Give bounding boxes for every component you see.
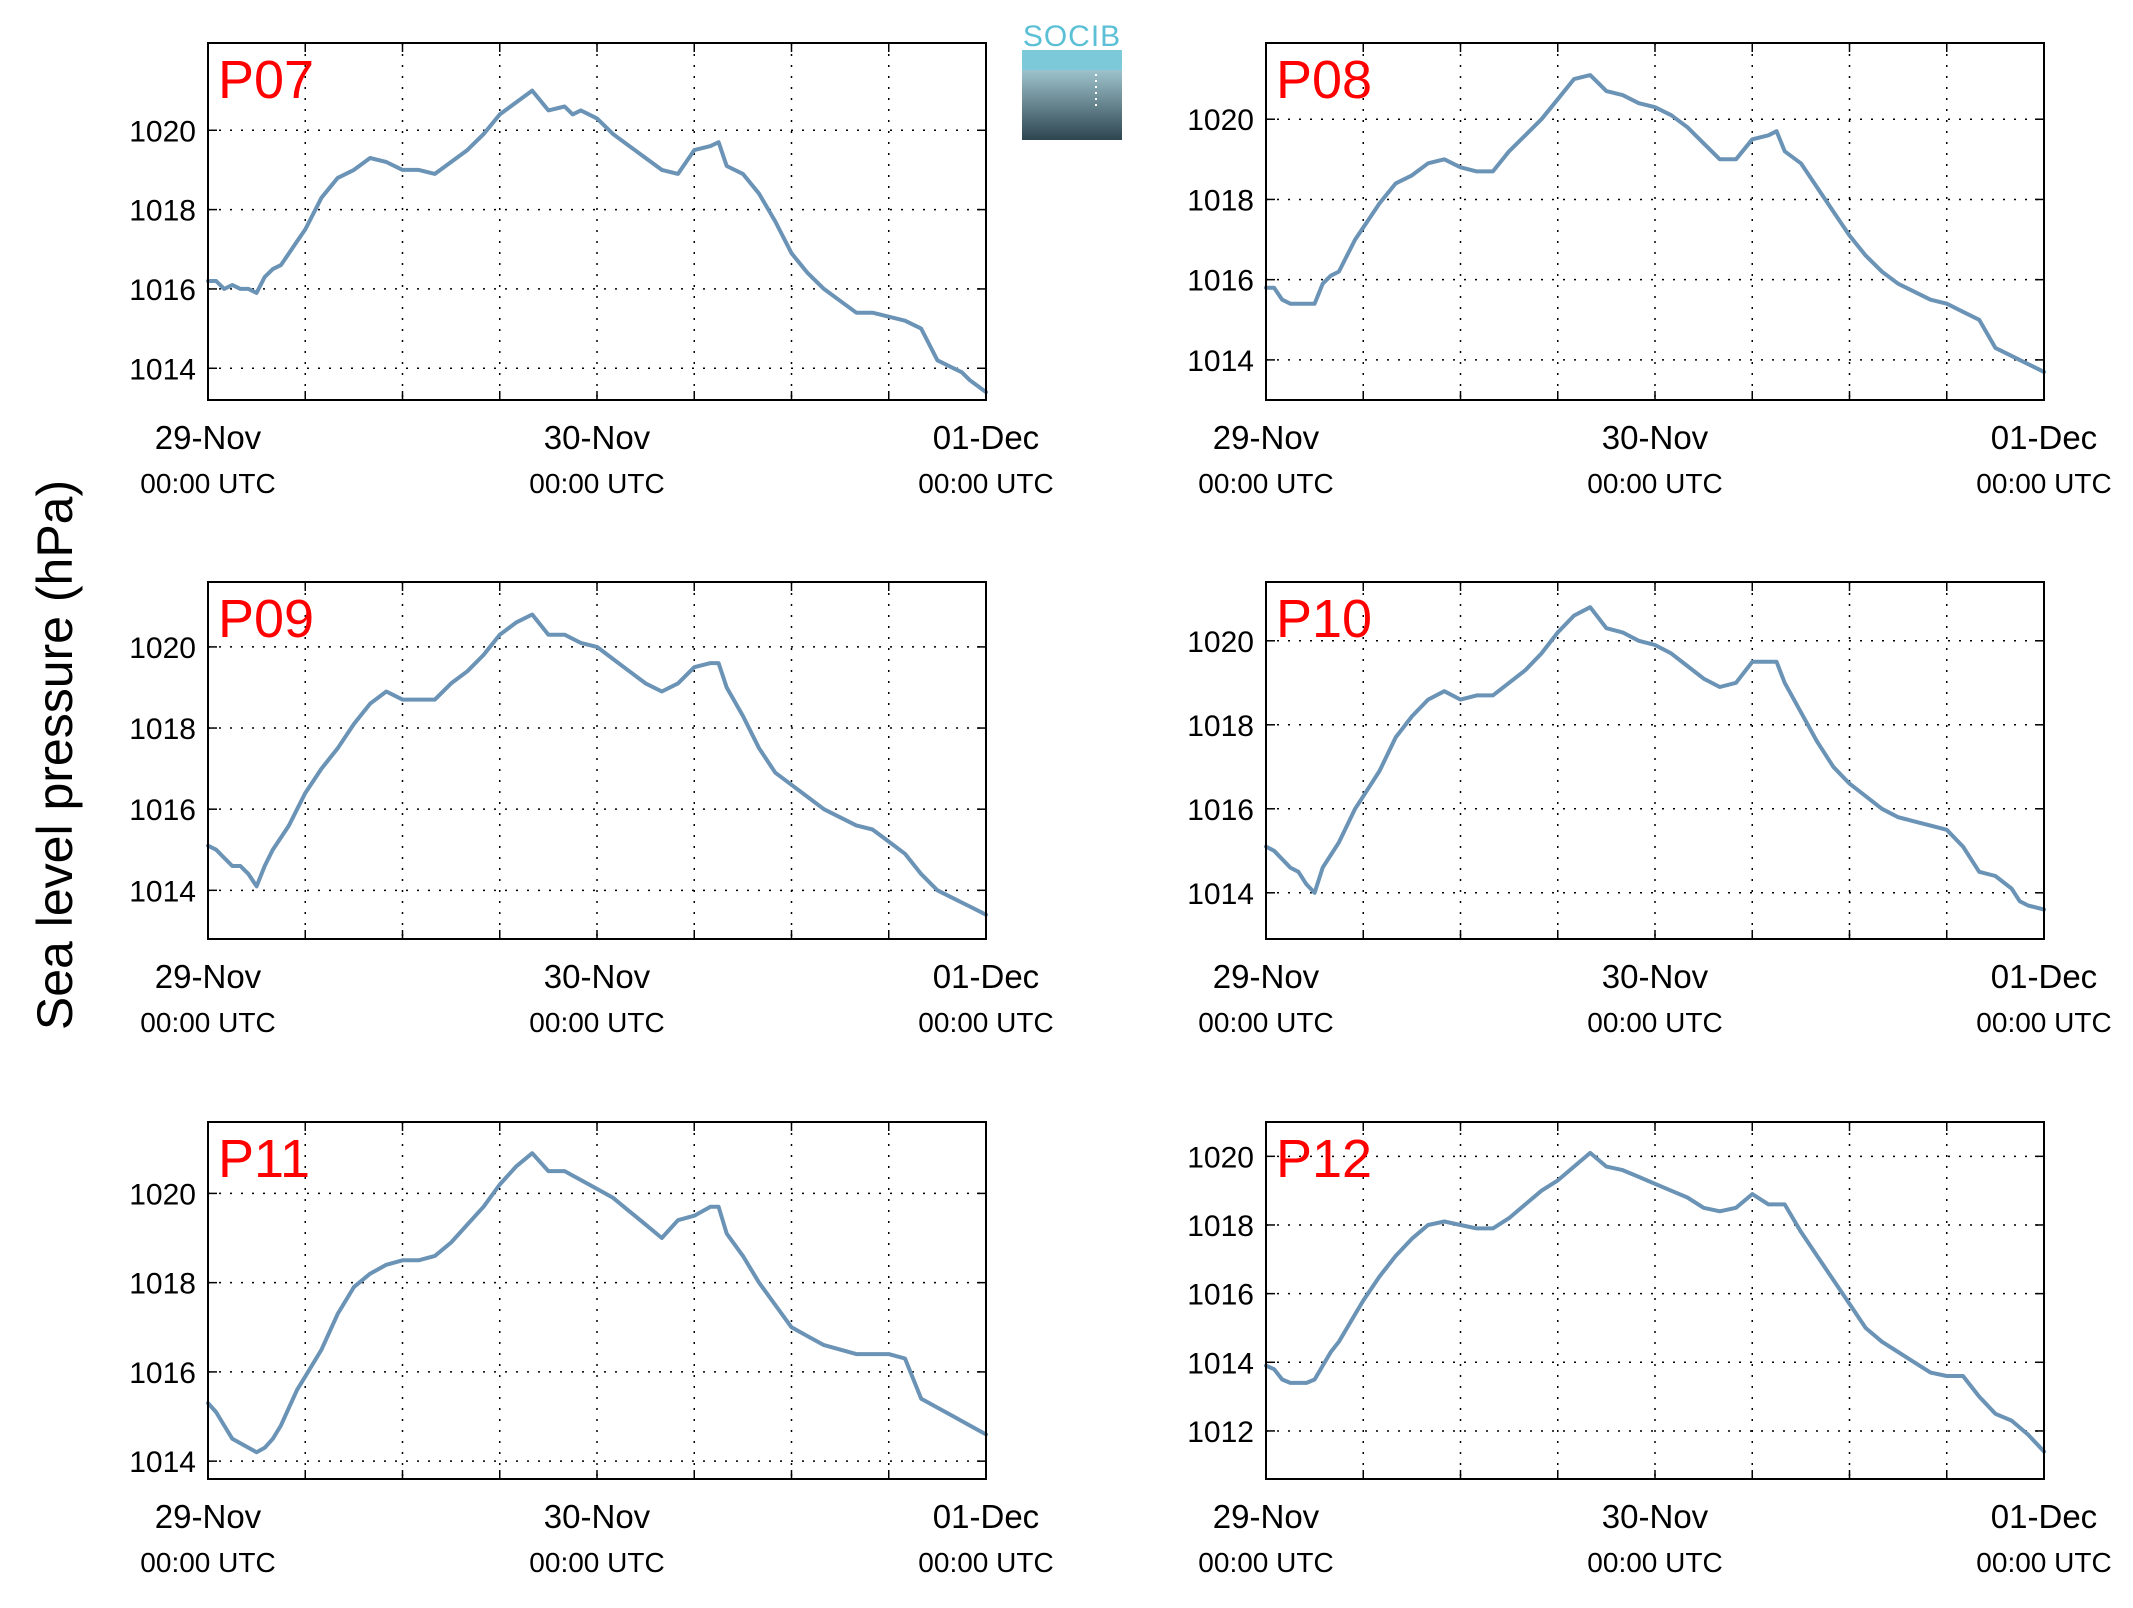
panel-p12: 1012 1014 1016 1018 1020 29-Nov 00:00 UTC 30-No… [1187, 1121, 2112, 1578]
y-tick-label: 1018 [129, 195, 196, 228]
x-tick-label-time: 00:00 UTC [1198, 1007, 1333, 1038]
y-tick-label: 1020 [129, 632, 196, 665]
series-line [206, 1151, 988, 1455]
y-tick-label: 1014 [1187, 345, 1254, 378]
panel-label: P11 [218, 1129, 310, 1189]
y-tick-label: 1016 [1187, 265, 1254, 298]
chart-panels: 1014 1016 1018 1020 29-Nov 00:00 UTC 30-Nov 00:… [129, 42, 2112, 1578]
x-tick-label-date: 01-Dec [1991, 419, 2097, 456]
x-tick-label-date: 01-Dec [1991, 1498, 2097, 1535]
y-tick-label: 1018 [1187, 710, 1254, 743]
x-tick-label-date: 01-Dec [1991, 958, 2097, 995]
x-tick-label-time: 00:00 UTC [140, 468, 275, 499]
x-tick-label-time: 00:00 UTC [1198, 1547, 1333, 1578]
panel-label: P09 [218, 589, 314, 649]
x-tick-label-date: 30-Nov [544, 958, 651, 995]
panel-label: P10 [1276, 589, 1372, 649]
x-tick-label-time: 00:00 UTC [918, 1547, 1053, 1578]
series-line [1264, 73, 2046, 374]
y-tick-label: 1016 [129, 274, 196, 307]
y-tick-label: 1012 [1187, 1416, 1254, 1449]
panel-p10: 1014 1016 1018 1020 29-Nov 00:00 UTC 30-Nov 00:… [1187, 581, 2112, 1038]
x-tick-label-time: 00:00 UTC [1587, 1007, 1722, 1038]
panel-label: P08 [1276, 50, 1372, 110]
panel-p07: 1014 1016 1018 1020 29-Nov 00:00 UTC 30-Nov 00:… [129, 42, 1054, 499]
y-tick-label: 1014 [1187, 1347, 1254, 1380]
y-tick-label: 1014 [129, 1446, 196, 1479]
x-tick-label-date: 30-Nov [1602, 958, 1709, 995]
axes-frame [1265, 581, 2045, 940]
x-tick-label-date: 30-Nov [544, 419, 651, 456]
y-tick-label: 1016 [129, 1357, 196, 1390]
x-tick-label-time: 00:00 UTC [1976, 1547, 2111, 1578]
y-tick-label: 1020 [129, 115, 196, 148]
x-tick-label-time: 00:00 UTC [1976, 1007, 2111, 1038]
y-tick-label: 1016 [1187, 794, 1254, 827]
x-tick-label-time: 00:00 UTC [140, 1007, 275, 1038]
logo-dark-block [1022, 70, 1122, 140]
y-tick-label: 1016 [129, 794, 196, 827]
y-tick-label: 1016 [1187, 1279, 1254, 1312]
x-tick-label-time: 00:00 UTC [529, 1547, 664, 1578]
x-tick-label-date: 29-Nov [1213, 1498, 1320, 1535]
x-tick-label-time: 00:00 UTC [529, 1007, 664, 1038]
x-tick-label-date: 01-Dec [933, 1498, 1039, 1535]
x-tick-label-date: 29-Nov [155, 419, 262, 456]
panel-label: P12 [1276, 1129, 1372, 1189]
x-tick-label-time: 00:00 UTC [1587, 1547, 1722, 1578]
panel-p11: 1014 1016 1018 1020 29-Nov 00:00 UTC 30-Nov 00:… [129, 1121, 1054, 1578]
axes-frame [1265, 1121, 2045, 1480]
y-tick-label: 1018 [129, 713, 196, 746]
y-tick-label: 1018 [1187, 184, 1254, 217]
x-tick-label-date: 30-Nov [544, 1498, 651, 1535]
x-tick-label-date: 30-Nov [1602, 419, 1709, 456]
x-tick-label-time: 00:00 UTC [918, 1007, 1053, 1038]
x-tick-label-time: 00:00 UTC [529, 468, 664, 499]
axes-frame [207, 581, 987, 940]
y-tick-label: 1020 [129, 1178, 196, 1211]
x-tick-label-date: 01-Dec [933, 419, 1039, 456]
x-tick-label-date: 29-Nov [1213, 958, 1320, 995]
panel-p09: 1014 1016 1018 1020 29-Nov 00:00 UTC 30-Nov 00:… [129, 581, 1054, 1038]
panel-label: P07 [218, 50, 314, 110]
logo-text: SOCIB [1023, 20, 1121, 53]
axes-frame [1265, 42, 2045, 401]
y-tick-label: 1020 [1187, 626, 1254, 659]
axes-frame [207, 1121, 987, 1480]
x-tick-label-time: 00:00 UTC [918, 468, 1053, 499]
series-line [206, 612, 988, 917]
y-axis-label: Sea level pressure (hPa) [27, 480, 83, 1030]
socib-logo: SOCIB [1022, 20, 1122, 140]
y-tick-label: 1020 [1187, 1141, 1254, 1174]
series-line [1264, 605, 2046, 912]
y-tick-label: 1014 [129, 353, 196, 386]
x-tick-label-date: 29-Nov [155, 1498, 262, 1535]
y-tick-label: 1020 [1187, 104, 1254, 137]
x-tick-label-date: 01-Dec [933, 958, 1039, 995]
y-tick-label: 1014 [129, 875, 196, 908]
y-tick-label: 1018 [1187, 1210, 1254, 1243]
series-line [206, 88, 988, 395]
series-line [1264, 1150, 2046, 1454]
x-tick-label-time: 00:00 UTC [1976, 468, 2111, 499]
x-tick-label-time: 00:00 UTC [140, 1547, 275, 1578]
x-tick-label-date: 29-Nov [1213, 419, 1320, 456]
axes-frame [207, 42, 987, 401]
y-tick-label: 1018 [129, 1268, 196, 1301]
x-tick-label-date: 29-Nov [155, 958, 262, 995]
panel-p08: 1014 1016 1018 1020 29-Nov 00:00 UTC 30-Nov 00:… [1187, 42, 2112, 499]
x-tick-label-time: 00:00 UTC [1587, 468, 1722, 499]
x-tick-label-time: 00:00 UTC [1198, 468, 1333, 499]
y-tick-label: 1014 [1187, 878, 1254, 911]
x-tick-label-date: 30-Nov [1602, 1498, 1709, 1535]
